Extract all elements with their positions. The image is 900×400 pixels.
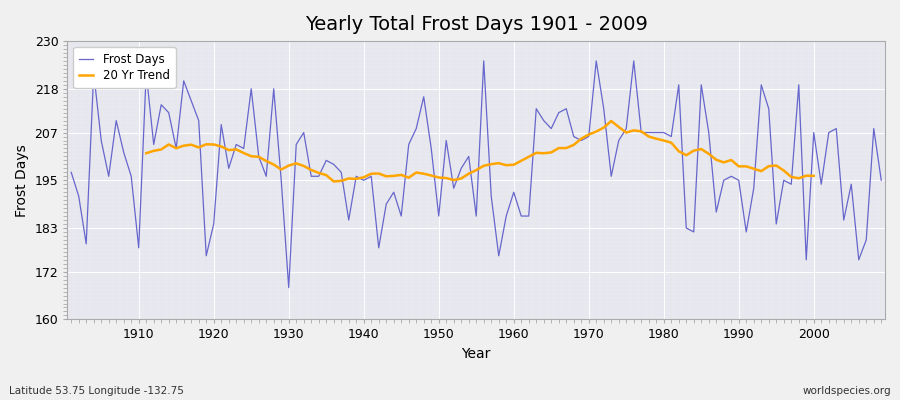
Line: Frost Days: Frost Days (71, 61, 881, 288)
Legend: Frost Days, 20 Yr Trend: Frost Days, 20 Yr Trend (74, 47, 176, 88)
Frost Days (66, 170, 77, 175)
20 Yr Trend (725, 158, 736, 162)
20 Yr Trend (606, 119, 616, 124)
20 Yr Trend (351, 176, 362, 181)
Text: worldspecies.org: worldspecies.org (803, 386, 891, 396)
Frost Days (298, 130, 309, 135)
X-axis label: Year: Year (462, 347, 490, 361)
20 Yr Trend (621, 130, 632, 135)
20 Yr Trend (711, 157, 722, 162)
Frost Days (343, 218, 354, 222)
Text: Latitude 53.75 Longitude -132.75: Latitude 53.75 Longitude -132.75 (9, 386, 184, 396)
Frost Days (523, 214, 534, 218)
Y-axis label: Frost Days: Frost Days (15, 144, 29, 217)
Frost Days (284, 285, 294, 290)
Frost Days (876, 178, 886, 183)
Frost Days (478, 58, 489, 63)
20 Yr Trend (328, 179, 339, 184)
20 Yr Trend (140, 151, 151, 156)
Line: 20 Yr Trend: 20 Yr Trend (146, 121, 814, 182)
Frost Days (516, 214, 526, 218)
20 Yr Trend (808, 174, 819, 178)
Frost Days (613, 138, 624, 143)
20 Yr Trend (230, 147, 241, 152)
Frost Days (126, 174, 137, 179)
Title: Yearly Total Frost Days 1901 - 2009: Yearly Total Frost Days 1901 - 2009 (305, 15, 648, 34)
20 Yr Trend (793, 176, 804, 181)
